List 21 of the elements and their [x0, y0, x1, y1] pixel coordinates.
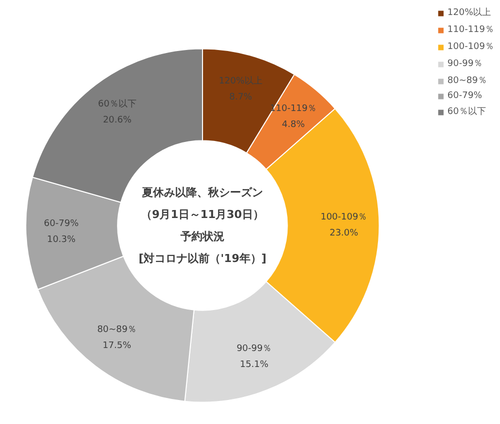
legend-label: 100-109％	[447, 41, 494, 53]
legend-label: 120%以上	[447, 6, 492, 19]
slice-label: 120%以上	[218, 75, 263, 86]
slice-label: 100-109％	[320, 212, 368, 222]
slice-label: 90-99％	[236, 344, 272, 354]
legend-label: 60％以下	[447, 106, 486, 118]
legend-label: 80~89％	[447, 75, 487, 87]
legend-label: 110-119％	[447, 24, 494, 36]
data-label: 20.6%	[102, 116, 132, 126]
data-label: 15.1%	[240, 360, 269, 370]
data-label: 10.3%	[46, 235, 76, 246]
slice-label: 60％以下	[98, 98, 136, 110]
text: 夏休み以降、秋シーズン（9月1日～11月30日）予約状況[対コロナ以前（'19年）]	[138, 186, 266, 266]
data-label: 17.5%	[102, 341, 132, 352]
legend-label: 90-99％	[447, 58, 483, 70]
data-label: 4.8%	[282, 120, 306, 130]
data-label: 23.0%	[330, 228, 359, 238]
data-label: 8.7%	[229, 92, 253, 102]
slice-label: 60-79%	[44, 219, 80, 230]
slice-label: 80~89％	[97, 325, 137, 336]
legend-label: 60-79%	[447, 91, 482, 101]
